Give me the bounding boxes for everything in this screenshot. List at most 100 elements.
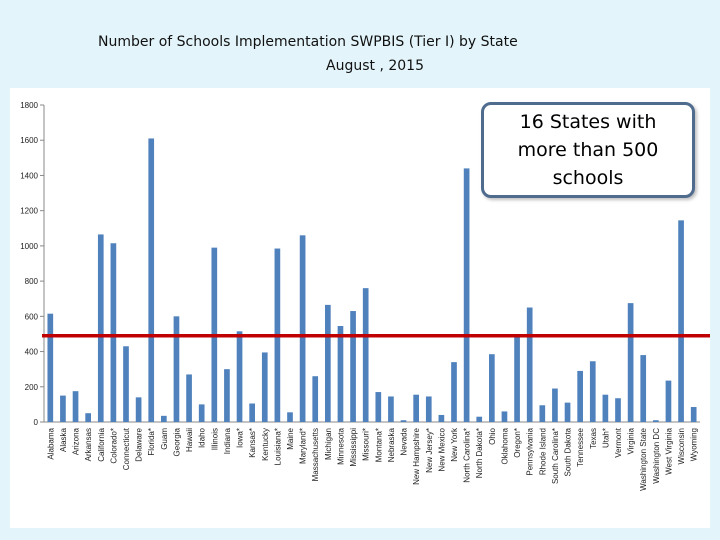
y-tick-label: 400	[25, 348, 39, 357]
bar-utah	[602, 394, 609, 422]
x-tick-label: New York	[450, 427, 459, 462]
x-axis-labels: Alabama Alaska Arizona Arkansas California Co…	[46, 427, 698, 491]
x-tick-label: Indiana	[223, 427, 232, 454]
bar-texas	[589, 361, 596, 422]
x-tick-label: South Dakota	[564, 427, 573, 476]
bar-arkansas	[85, 413, 91, 422]
x-tick-label: Arkansas	[84, 428, 93, 461]
bar-kentucky	[261, 352, 268, 422]
bar-new-mexico	[438, 414, 445, 422]
x-tick-label: Washington State	[639, 427, 648, 490]
x-tick-label: Minnesota	[336, 427, 345, 464]
callout-text: 16 States with more than 500 schools	[517, 111, 659, 189]
bar-ohio	[489, 354, 495, 422]
x-tick-label: Washington DC	[652, 428, 661, 484]
x-tick-label: Wisconsin	[677, 428, 686, 464]
bar-delaware	[135, 397, 142, 422]
bar-vermont	[615, 398, 621, 422]
chart-subtitle: August , 2015	[326, 58, 424, 74]
bar-new-york	[451, 362, 457, 422]
x-tick-label: Florida*	[147, 428, 156, 456]
bar-idaho	[198, 404, 205, 422]
x-tick-label: Nebraska	[387, 427, 396, 462]
x-tick-label: North Carolina*	[463, 428, 472, 483]
x-tick-label: Alabama	[46, 427, 55, 459]
bar-washington-state	[640, 355, 647, 422]
x-tick-label: Delaware	[135, 427, 144, 461]
x-tick-label: Maine	[286, 427, 295, 449]
bar-north-carolina	[463, 168, 470, 422]
x-tick-label: Wyoming	[690, 428, 699, 461]
x-tick-label: Mississippi	[349, 428, 358, 467]
bar-nebraska	[388, 396, 394, 422]
bar-oklahoma	[501, 411, 508, 422]
x-tick-label: Tennessee	[576, 427, 585, 466]
x-tick-label: Hawaii	[185, 428, 194, 452]
x-tick-label: New Mexico	[437, 427, 446, 471]
bar-nevada	[400, 420, 407, 422]
chart-title: Number of Schools Implementation SWPBIS …	[98, 34, 518, 50]
x-tick-label: Missouri*	[362, 428, 371, 461]
bar-new-hampshire	[413, 394, 419, 422]
x-tick-label: Louisiana*	[273, 428, 282, 465]
x-tick-label: Guam	[160, 428, 169, 450]
callout-box: 16 States with more than 500 schools	[481, 102, 695, 198]
x-tick-label: Illinois	[210, 428, 219, 450]
bar-pennsylvania	[526, 307, 533, 422]
x-tick-label: Colorado*	[109, 428, 118, 464]
bar-rhode-island	[539, 405, 546, 422]
x-tick-label: Iowa*	[236, 428, 245, 448]
y-tick-label: 800	[25, 277, 39, 286]
bar-iowa	[236, 331, 243, 422]
bar-colorado	[110, 243, 117, 422]
y-tick-label: 600	[25, 312, 39, 321]
bar-new-jersey	[425, 396, 432, 422]
x-tick-label: Texas	[589, 428, 598, 449]
x-tick-label: Kentucky	[261, 428, 270, 461]
x-tick-label: Michigan	[324, 428, 333, 460]
x-tick-label: Idaho	[198, 427, 207, 448]
bar-alaska	[60, 395, 66, 422]
x-tick-label: New Jersey*	[425, 428, 434, 473]
x-tick-label: South Carolina*	[551, 428, 560, 484]
bar-wisconsin	[678, 220, 684, 422]
bar-virginia	[627, 303, 634, 422]
y-tick-label: 200	[25, 383, 39, 392]
x-tick-label: West Virginia	[664, 427, 673, 474]
bar-oregon	[514, 335, 520, 422]
x-tick-label: Georgia	[172, 427, 181, 456]
x-tick-label: Rhode Island	[538, 428, 547, 475]
y-tick-label: 1000	[20, 242, 38, 251]
bar-georgia	[173, 316, 180, 422]
x-tick-label: Alaska	[59, 427, 68, 452]
bar-south-carolina	[552, 388, 558, 422]
bar-wyoming	[690, 407, 697, 422]
bar-south-dakota	[564, 402, 571, 422]
bar-hawaii	[186, 374, 192, 422]
x-tick-label: Oregon*	[513, 428, 522, 458]
x-tick-label: Pennsylvania	[526, 427, 535, 475]
y-axis: 0 200 400 600 800 1000 1200 1400 1600 1800	[20, 101, 700, 427]
bar-connecticut	[123, 346, 129, 422]
bar-california	[97, 234, 104, 422]
bar-montana	[375, 392, 382, 422]
bar-maryland	[299, 235, 306, 422]
bar-washington-dc	[653, 420, 659, 422]
x-tick-label: North Dakota*	[475, 428, 484, 478]
bar-florida	[148, 138, 155, 422]
bar-maine	[287, 412, 293, 422]
x-tick-label: New Hampshire	[412, 427, 421, 484]
x-tick-label: Vermont	[614, 427, 623, 458]
x-tick-label: Connecticut	[122, 427, 131, 470]
bar-indiana	[224, 369, 230, 422]
bar-mississippi	[350, 311, 356, 422]
x-tick-label: Ohio	[488, 427, 497, 444]
bar-west-virginia	[665, 380, 672, 422]
bar-minnesota	[337, 326, 344, 422]
x-tick-label: Kansas*	[248, 428, 257, 458]
y-tick-label: 1800	[20, 101, 38, 110]
x-tick-label: Virginia	[627, 427, 636, 454]
bar-kansas	[249, 403, 255, 422]
y-tick-label: 1400	[20, 171, 38, 180]
x-tick-label: Utah*	[601, 428, 610, 448]
